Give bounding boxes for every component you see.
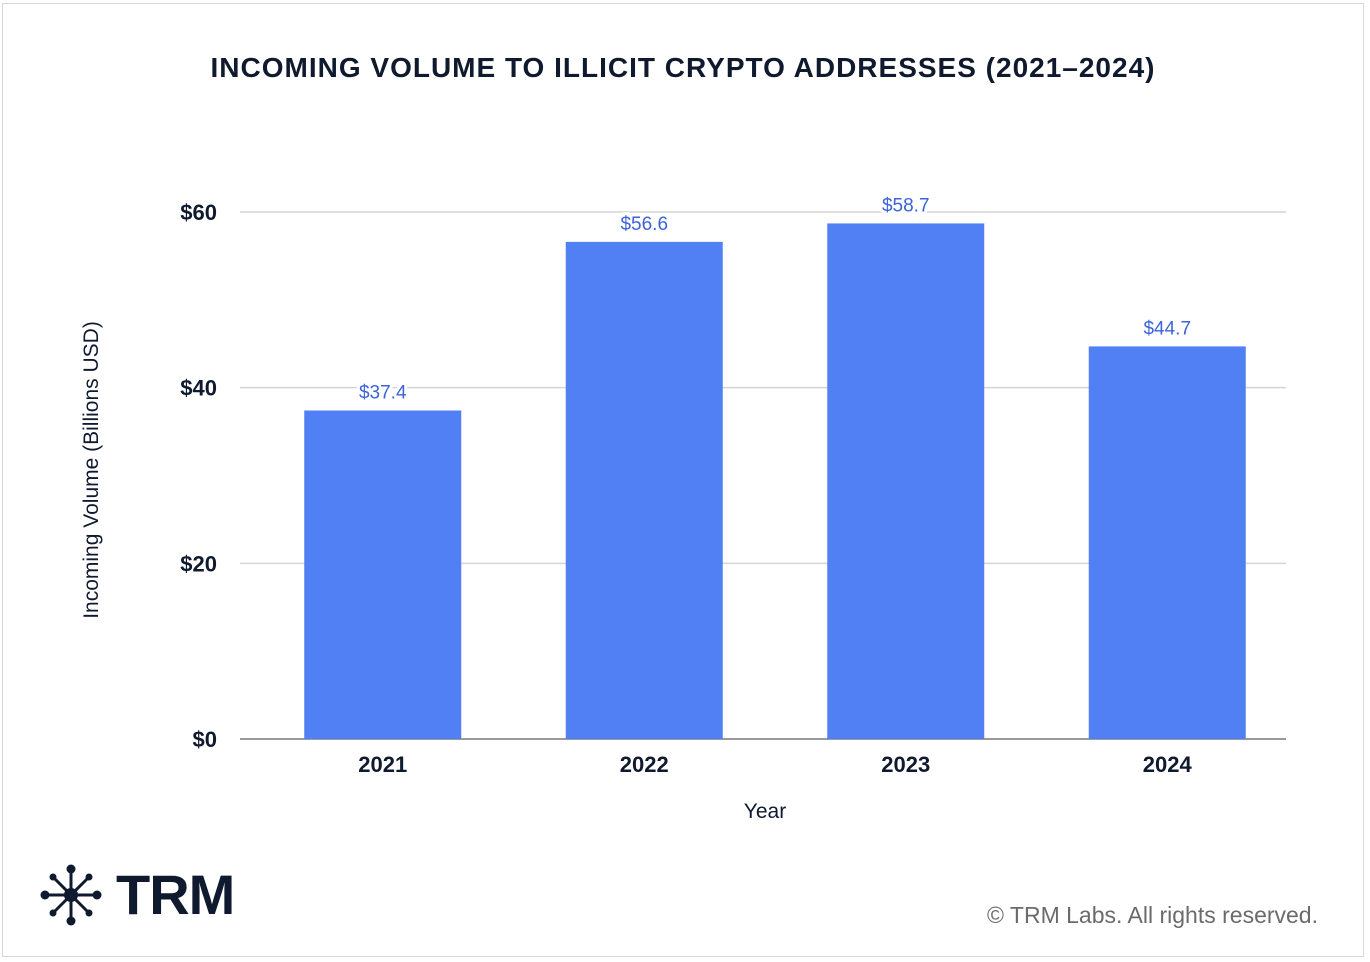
y-tick-label: $60 [180, 200, 217, 225]
chart-frame [2, 3, 1364, 957]
bar [827, 223, 985, 739]
x-tick-label: 2024 [1143, 752, 1193, 777]
x-axis-ticks: 2021 2022 2023 2024 [358, 752, 1192, 777]
y-tick-label: $20 [180, 551, 217, 576]
bar [1088, 346, 1246, 739]
bars [304, 223, 1246, 739]
y-axis-title: Incoming Volume (Billions USD) [80, 321, 103, 619]
y-axis-ticks: $0 $20 $40 $60 [180, 200, 217, 752]
logo-wordmark: TRM [116, 863, 235, 926]
data-label: $44.7 [1143, 318, 1191, 339]
trm-logo: TRM [40, 863, 235, 926]
x-tick-label: 2021 [358, 752, 407, 777]
x-tick-label: 2023 [881, 752, 930, 777]
data-label: $58.7 [882, 195, 930, 216]
copyright-notice: © TRM Labs. All rights reserved. [987, 902, 1318, 928]
network-node-icon [40, 864, 102, 926]
x-axis-title: Year [744, 800, 786, 823]
x-tick-label: 2022 [620, 752, 669, 777]
data-label: $37.4 [359, 383, 407, 404]
y-tick-label: $0 [193, 727, 217, 752]
y-tick-label: $40 [180, 376, 217, 401]
data-label: $56.6 [620, 214, 668, 235]
bar [304, 410, 462, 739]
bar [565, 241, 723, 739]
data-labels: $37.4 $56.6 $58.7 $44.7 [356, 192, 1194, 406]
chart-title: INCOMING VOLUME TO ILLICIT CRYPTO ADDRES… [210, 52, 1156, 83]
